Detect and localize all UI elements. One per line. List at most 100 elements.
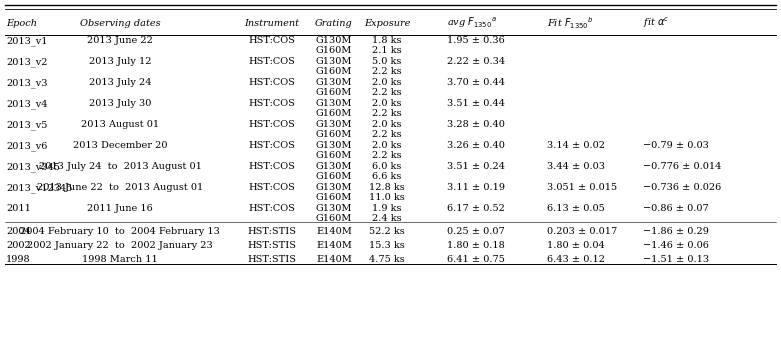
Text: 2004 February 10  to  2004 February 13: 2004 February 10 to 2004 February 13: [20, 227, 220, 236]
Text: G160M: G160M: [316, 130, 352, 139]
Text: 3.44 ± 0.03: 3.44 ± 0.03: [547, 162, 605, 171]
Text: 1.80 ± 0.04: 1.80 ± 0.04: [547, 240, 604, 249]
Text: 1.80 ± 0.18: 1.80 ± 0.18: [447, 240, 505, 249]
Text: 2.2 ks: 2.2 ks: [373, 151, 401, 160]
Text: −1.86 ± 0.29: −1.86 ± 0.29: [643, 227, 709, 236]
Text: 2013 July 30: 2013 July 30: [89, 99, 152, 108]
Text: 2013 July 24: 2013 July 24: [89, 78, 152, 87]
Text: 1998 March 11: 1998 March 11: [82, 255, 158, 264]
Text: G160M: G160M: [316, 151, 352, 160]
Text: Fit $F_{1350}$$^{b}$: Fit $F_{1350}$$^{b}$: [547, 15, 594, 31]
Text: 2013 July 24  to  2013 August 01: 2013 July 24 to 2013 August 01: [38, 162, 201, 171]
Text: 1.9 ks: 1.9 ks: [373, 204, 401, 213]
Text: 15.3 ks: 15.3 ks: [369, 240, 405, 249]
Text: G130M: G130M: [316, 99, 352, 108]
Text: 2011 June 16: 2011 June 16: [87, 204, 153, 213]
Text: HST:COS: HST:COS: [248, 57, 295, 66]
Text: Instrument: Instrument: [244, 19, 299, 28]
Text: 0.25 ± 0.07: 0.25 ± 0.07: [447, 227, 505, 236]
Text: HST:COS: HST:COS: [248, 162, 295, 171]
Text: 3.26 ± 0.40: 3.26 ± 0.40: [447, 141, 505, 150]
Text: −0.86 ± 0.07: −0.86 ± 0.07: [643, 204, 708, 213]
Text: 2013_v2: 2013_v2: [6, 57, 48, 67]
Text: 11.0 ks: 11.0 ks: [369, 193, 405, 202]
Text: 3.051 ± 0.015: 3.051 ± 0.015: [547, 184, 617, 193]
Text: Exposure: Exposure: [364, 19, 410, 28]
Text: 6.17 ± 0.52: 6.17 ± 0.52: [447, 204, 505, 213]
Text: 2013 August 01: 2013 August 01: [81, 120, 159, 129]
Text: HST:COS: HST:COS: [248, 141, 295, 150]
Text: −1.51 ± 0.13: −1.51 ± 0.13: [643, 255, 709, 264]
Text: 2013_v12345: 2013_v12345: [6, 183, 73, 193]
Text: 2.2 ks: 2.2 ks: [373, 67, 401, 76]
Text: Observing dates: Observing dates: [80, 19, 160, 28]
Text: 2.1 ks: 2.1 ks: [373, 46, 401, 55]
Text: 2013 June 22: 2013 June 22: [87, 36, 153, 46]
Text: 2013_v4: 2013_v4: [6, 99, 48, 109]
Text: 2.4 ks: 2.4 ks: [373, 214, 401, 223]
Text: 3.51 ± 0.44: 3.51 ± 0.44: [447, 99, 505, 108]
Text: Epoch: Epoch: [6, 19, 37, 28]
Text: G130M: G130M: [316, 162, 352, 171]
Text: 2.0 ks: 2.0 ks: [373, 120, 401, 129]
Text: G160M: G160M: [316, 214, 352, 223]
Text: 2013_v345: 2013_v345: [6, 162, 60, 172]
Text: G130M: G130M: [316, 141, 352, 150]
Text: 2.2 ks: 2.2 ks: [373, 109, 401, 118]
Text: HST:COS: HST:COS: [248, 184, 295, 193]
Text: G130M: G130M: [316, 36, 352, 46]
Text: HST:COS: HST:COS: [248, 78, 295, 87]
Text: 3.70 ± 0.44: 3.70 ± 0.44: [447, 78, 505, 87]
Text: 2004: 2004: [6, 227, 30, 236]
Text: G130M: G130M: [316, 204, 352, 213]
Text: 52.2 ks: 52.2 ks: [369, 227, 405, 236]
Text: 2.0 ks: 2.0 ks: [373, 99, 401, 108]
Text: 2013_v5: 2013_v5: [6, 120, 48, 130]
Text: G160M: G160M: [316, 193, 352, 202]
Text: 3.11 ± 0.19: 3.11 ± 0.19: [447, 184, 505, 193]
Text: G160M: G160M: [316, 67, 352, 76]
Text: 6.13 ± 0.05: 6.13 ± 0.05: [547, 204, 604, 213]
Text: G130M: G130M: [316, 120, 352, 129]
Text: HST:COS: HST:COS: [248, 120, 295, 129]
Text: 2.0 ks: 2.0 ks: [373, 141, 401, 150]
Text: HST:STIS: HST:STIS: [248, 255, 297, 264]
Text: 5.0 ks: 5.0 ks: [373, 57, 401, 66]
Text: HST:STIS: HST:STIS: [248, 227, 297, 236]
Text: G160M: G160M: [316, 109, 352, 118]
Text: 1.95 ± 0.36: 1.95 ± 0.36: [447, 36, 505, 46]
Text: 1998: 1998: [6, 255, 30, 264]
Text: avg $F_{1350}$$^{a}$: avg $F_{1350}$$^{a}$: [447, 16, 497, 30]
Text: 6.43 ± 0.12: 6.43 ± 0.12: [547, 255, 605, 264]
Text: 3.51 ± 0.24: 3.51 ± 0.24: [447, 162, 505, 171]
Text: 2.22 ± 0.34: 2.22 ± 0.34: [447, 57, 505, 66]
Text: G130M: G130M: [316, 184, 352, 193]
Text: E140M: E140M: [316, 255, 352, 264]
Text: 2013_v6: 2013_v6: [6, 141, 48, 151]
Text: −0.776 ± 0.014: −0.776 ± 0.014: [643, 162, 722, 171]
Text: G160M: G160M: [316, 172, 352, 181]
Text: 6.6 ks: 6.6 ks: [373, 172, 401, 181]
Text: −1.46 ± 0.06: −1.46 ± 0.06: [643, 240, 709, 249]
Text: G160M: G160M: [316, 88, 352, 97]
Text: 2013 December 20: 2013 December 20: [73, 141, 167, 150]
Text: 2.0 ks: 2.0 ks: [373, 78, 401, 87]
Text: 6.0 ks: 6.0 ks: [373, 162, 401, 171]
Text: HST:COS: HST:COS: [248, 204, 295, 213]
Text: 1.8 ks: 1.8 ks: [373, 36, 401, 46]
Text: E140M: E140M: [316, 227, 352, 236]
Text: G130M: G130M: [316, 57, 352, 66]
Text: 3.14 ± 0.02: 3.14 ± 0.02: [547, 141, 605, 150]
Text: G160M: G160M: [316, 46, 352, 55]
Text: 12.8 ks: 12.8 ks: [369, 184, 405, 193]
Text: HST:COS: HST:COS: [248, 36, 295, 46]
Text: 3.28 ± 0.40: 3.28 ± 0.40: [447, 120, 505, 129]
Text: 4.75 ks: 4.75 ks: [369, 255, 405, 264]
Text: 2013 June 22  to  2013 August 01: 2013 June 22 to 2013 August 01: [37, 184, 203, 193]
Text: 6.41 ± 0.75: 6.41 ± 0.75: [447, 255, 505, 264]
Text: 2013_v1: 2013_v1: [6, 36, 48, 46]
Text: 2002: 2002: [6, 240, 30, 249]
Text: G130M: G130M: [316, 78, 352, 87]
Text: 2013_v3: 2013_v3: [6, 78, 48, 88]
Text: E140M: E140M: [316, 240, 352, 249]
